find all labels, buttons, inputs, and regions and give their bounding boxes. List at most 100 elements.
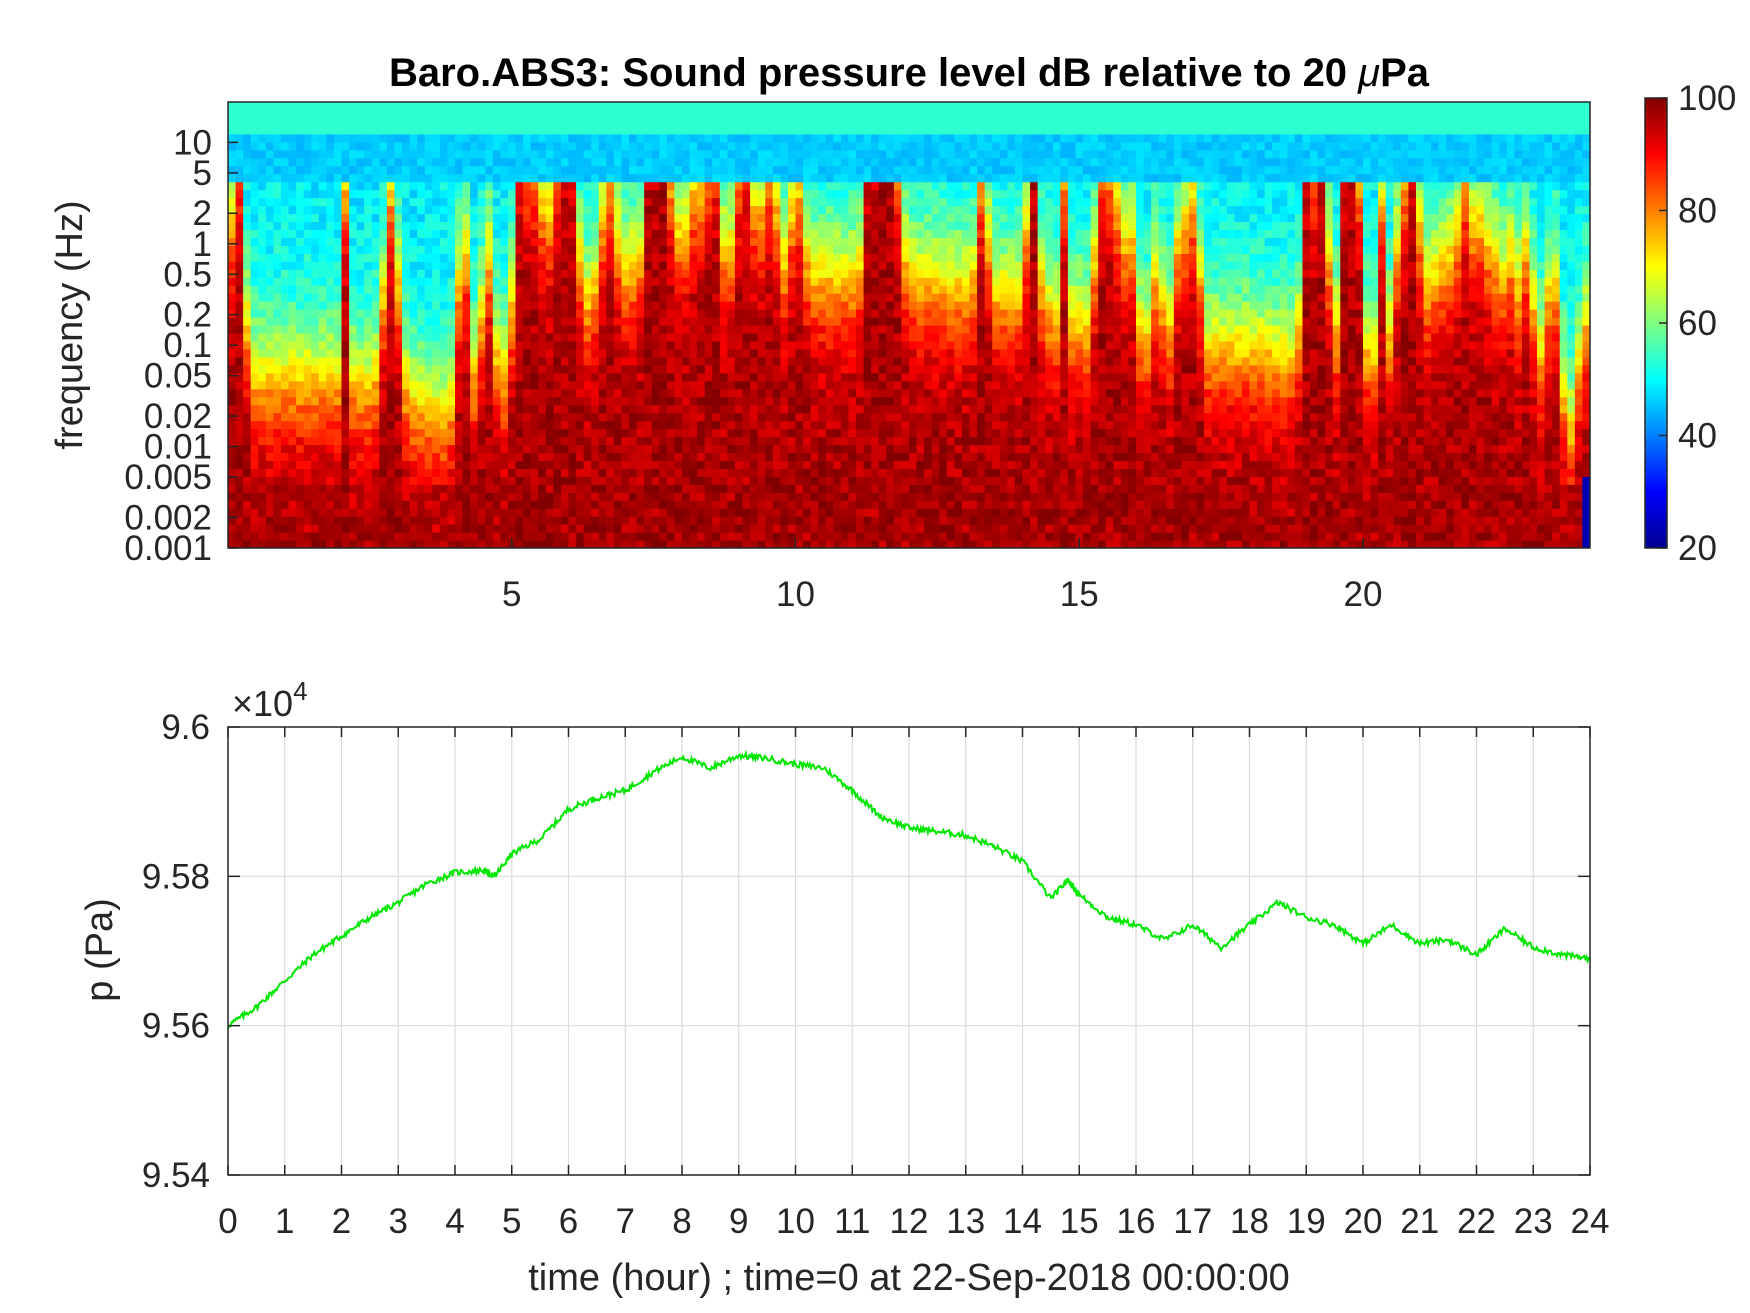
spectrogram-cell [318,428,327,438]
spectrogram-cell [719,181,728,191]
spectrogram-cell [682,420,691,430]
spectrogram-cell [560,388,570,398]
spectrogram-cell [265,189,274,199]
spectrogram-cell [417,197,426,207]
spectrogram-cell [477,237,486,246]
spectrogram-cell [765,141,774,151]
spectrogram-cell [538,221,547,231]
spectrogram-cell [591,468,600,477]
spectrogram-cell [356,102,365,111]
spectrogram-cell [439,301,449,310]
spectrogram-cell [848,125,857,135]
spectrogram-cell [795,468,804,477]
spectrogram-cell [659,532,668,541]
spectrogram-cell [326,173,335,183]
spectrogram-cell [364,428,373,438]
spectrogram-cell [296,436,305,446]
spectrogram-cell [296,364,305,374]
spectrogram-cell [296,229,305,238]
spectrogram-cell [583,309,592,318]
spectrogram-cell [719,460,728,469]
spectrogram-cell [402,532,411,541]
spectrogram-cell [719,221,728,231]
spectrogram-cell [825,133,834,143]
spectrogram-cell [379,197,388,207]
spectrogram-cell [432,181,441,191]
spectrogram-cell [636,285,645,294]
spectrogram-cell [280,404,290,414]
spectrogram-cell [568,508,577,517]
spectrogram-cell [507,340,517,350]
spectrogram-cell [871,468,880,477]
spectrogram-cell [757,524,766,533]
spectrogram-cell [689,197,698,207]
spectrogram-cell [848,484,857,493]
spectrogram-cell [598,484,607,493]
spectrogram-cell [303,173,312,183]
spectrogram-cell [598,141,607,151]
spectrogram-cell [697,348,706,358]
spectrogram-cell [485,117,494,127]
spectrogram-cell [727,109,736,119]
spectrogram-cell [833,436,842,446]
spectrogram-cell [644,500,653,509]
spectrogram-cell [311,157,320,167]
spectrogram-cell [296,253,305,262]
spectrogram-cell [871,125,880,135]
spectrogram-cell [787,237,797,246]
spectrogram-cell [402,109,411,119]
spectrogram-cell [280,165,290,175]
spectrogram-cell [553,221,562,231]
spectrogram-cell [250,173,259,183]
spectrogram-cell [848,388,857,398]
spectrogram-cell [780,102,789,111]
spectrogram-cell [265,500,274,509]
spectrogram-cell [682,213,691,223]
spectrogram-cell [379,340,388,350]
spectrogram-cell [409,102,418,111]
spectrogram-cell [394,460,403,469]
spectrogram-cell [742,109,751,119]
spectrogram-cell [341,380,350,390]
spectrogram-cell [871,109,880,119]
spectrogram-cell [477,102,486,111]
spectrogram-cell [591,109,600,119]
spectrogram-cell [349,380,358,390]
spectrogram-cell [644,245,653,254]
spectrogram-cell [455,444,464,454]
spectrogram-cell [871,412,880,422]
spectrogram-cell [470,532,479,541]
spectrogram-cell [886,293,895,302]
spectrogram-cell [424,309,433,318]
spectrogram-cell [394,197,403,207]
spectrogram-cell [296,141,305,151]
spectrogram-cell [712,149,721,159]
spectrogram-cell [750,165,759,175]
spectrogram-cell [349,348,358,358]
spectrogram-cell [848,524,857,533]
spectrogram-cell [303,404,312,414]
spectrogram-cell [258,317,267,326]
spectrogram-cell [402,221,411,231]
spectrogram-cell [651,269,660,278]
spectrogram-cell [704,412,713,422]
spectrogram-cell [288,476,297,485]
spectrogram-cell [273,436,282,446]
spectrogram-cell [538,102,547,111]
spectrogram-cell [311,356,320,366]
spectrogram-cell [265,301,274,310]
spectrogram-cell [666,245,676,254]
spectrogram-cell [689,173,698,183]
spectrogram-cell [727,396,736,406]
spectrogram-cell [576,133,585,143]
spectrogram-cell [848,340,857,350]
spectrogram-cell [666,309,676,318]
spectrogram-cell [651,348,660,358]
spectrogram-cell [727,516,736,525]
spectrogram-cell [545,285,554,294]
spectrogram-cell [243,356,252,366]
spectrogram-cell [402,197,411,207]
spectrogram-cell [772,109,781,119]
spectrogram-cell [318,516,327,525]
spectrogram-cell [379,117,388,127]
